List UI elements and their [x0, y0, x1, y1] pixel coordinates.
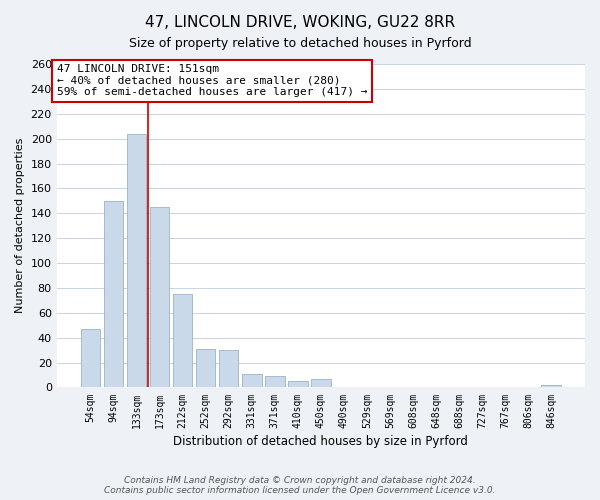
- Bar: [541, 385, 561, 388]
- Bar: [80, 329, 100, 388]
- Bar: [150, 207, 169, 388]
- Bar: [127, 134, 146, 388]
- Bar: [288, 381, 308, 388]
- Y-axis label: Number of detached properties: Number of detached properties: [15, 138, 25, 314]
- Text: Contains HM Land Registry data © Crown copyright and database right 2024.
Contai: Contains HM Land Registry data © Crown c…: [104, 476, 496, 495]
- Bar: [265, 376, 284, 388]
- Bar: [311, 378, 331, 388]
- Text: 47 LINCOLN DRIVE: 151sqm
← 40% of detached houses are smaller (280)
59% of semi-: 47 LINCOLN DRIVE: 151sqm ← 40% of detach…: [56, 64, 367, 97]
- X-axis label: Distribution of detached houses by size in Pyrford: Distribution of detached houses by size …: [173, 434, 468, 448]
- Text: 47, LINCOLN DRIVE, WOKING, GU22 8RR: 47, LINCOLN DRIVE, WOKING, GU22 8RR: [145, 15, 455, 30]
- Bar: [173, 294, 193, 388]
- Bar: [104, 201, 123, 388]
- Text: Size of property relative to detached houses in Pyrford: Size of property relative to detached ho…: [128, 38, 472, 51]
- Bar: [242, 374, 262, 388]
- Bar: [219, 350, 238, 388]
- Bar: [196, 349, 215, 388]
